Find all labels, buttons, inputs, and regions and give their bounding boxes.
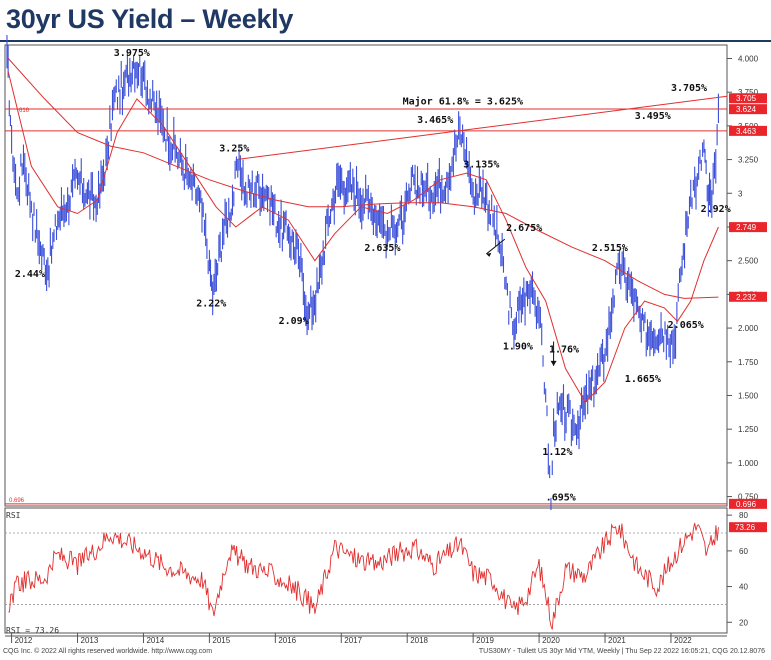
y-tick-label: 3.750 xyxy=(738,88,759,97)
price-tag-bg xyxy=(729,498,767,509)
rsi-value-prefix: RSI = xyxy=(6,626,31,635)
x-tick-label: 2022 xyxy=(674,636,692,645)
y-tick-label: 4.000 xyxy=(738,54,759,63)
price-annotation: 1.12% xyxy=(542,447,572,458)
y-tick-label: 1.500 xyxy=(738,391,759,400)
price-annotation: 3.465% xyxy=(417,115,453,126)
price-annotation: 1.76% xyxy=(549,344,579,355)
price-annotation: 2.635% xyxy=(364,243,400,254)
annotation-arrowhead xyxy=(550,360,557,366)
price-annotation: .695% xyxy=(546,493,576,504)
rsi-y-tick-label: 80 xyxy=(739,511,748,520)
y-tick-label: 3.250 xyxy=(738,156,759,165)
y-tick-label: 1.250 xyxy=(738,425,759,434)
rsi-value-number: 73.26 xyxy=(34,626,60,635)
price-annotation: 1.665% xyxy=(625,374,661,385)
x-tick-label: 2021 xyxy=(608,636,626,645)
price-tag-text: 3.463 xyxy=(736,127,757,136)
price-tag-bg xyxy=(729,125,767,136)
rsi-line xyxy=(8,522,719,630)
rsi-pane-border xyxy=(4,507,728,634)
rsi-y-tick-label: 60 xyxy=(739,547,748,556)
x-tick-label: 2017 xyxy=(344,636,362,645)
annotation-arrowhead xyxy=(486,252,492,257)
rsi-y-tick-label: 20 xyxy=(739,618,748,627)
price-tag-text: 2.232 xyxy=(736,293,757,302)
left-tag-fib: 616 xyxy=(19,108,30,114)
price-annotation: 2.675% xyxy=(506,223,542,234)
price-tag-text: 2.749 xyxy=(736,223,757,232)
price-tag-bg xyxy=(729,104,767,115)
x-tick-label: 2014 xyxy=(146,636,164,645)
footer-copyright: CQG Inc. © 2022 All rights reserved worl… xyxy=(3,648,213,655)
price-annotation: 3.25% xyxy=(219,143,249,154)
rsi-tag-text: 73.26 xyxy=(735,523,756,532)
price-annotation: 3.705% xyxy=(671,83,707,94)
price-tag-text: 3.705 xyxy=(736,94,757,103)
price-annotation: 1.90% xyxy=(503,342,533,353)
rsi-current-value: RSI = 73.26 xyxy=(6,626,59,635)
price-annotation: Major 61.8% = 3.625% xyxy=(403,95,523,107)
rsi-tag-bg xyxy=(729,522,767,533)
price-tag-text: 0.696 xyxy=(736,500,757,509)
x-tick-label: 2016 xyxy=(278,636,296,645)
annotation-arrow xyxy=(486,238,506,255)
rsi-y-tick-label: 40 xyxy=(739,583,748,592)
title-rule xyxy=(0,40,771,42)
y-tick-label: 0.750 xyxy=(738,493,759,502)
y-tick-label: 3 xyxy=(738,189,743,198)
y-tick-label: 2.000 xyxy=(738,324,759,333)
y-tick-label: 2.500 xyxy=(738,257,759,266)
footer-source: TUS30MY - Tullett US 30yr Mid YTM, Weekl… xyxy=(478,648,765,655)
x-tick-label: 2015 xyxy=(212,636,230,645)
y-tick-label: 1.750 xyxy=(738,358,759,367)
x-tick-label: 2018 xyxy=(410,636,428,645)
y-tick-label: 1.000 xyxy=(738,459,759,468)
price-tag-text: 3.624 xyxy=(736,105,757,114)
price-annotation: 2.515% xyxy=(592,243,628,254)
x-tick-label: 2012 xyxy=(15,636,33,645)
price-annotation: 2.44% xyxy=(15,269,45,280)
x-tick-label: 2013 xyxy=(81,636,99,645)
moving-average-slow xyxy=(7,58,719,299)
price-pane-border xyxy=(4,44,728,507)
x-tick-label: 2020 xyxy=(542,636,560,645)
price-annotation: 2.09% xyxy=(279,316,309,327)
price-tag-bg xyxy=(729,222,767,233)
chart-title: 30yr US Yield – Weekly xyxy=(6,4,294,34)
trendline xyxy=(235,95,728,161)
price-annotation: 3.975% xyxy=(114,48,150,59)
left-tag-low: 0.696 xyxy=(9,498,25,504)
x-tick-label: 2019 xyxy=(476,636,494,645)
price-annotation: 2.065% xyxy=(668,320,704,331)
price-annotation: 2.22% xyxy=(196,299,226,310)
moving-average-fast xyxy=(7,71,719,404)
price-annotation: 3.135% xyxy=(463,160,499,171)
price-annotation: 2.92% xyxy=(701,204,731,215)
price-tag-bg xyxy=(729,291,767,302)
price-annotation: 3.495% xyxy=(635,111,671,122)
rsi-label: RSI xyxy=(6,511,21,520)
price-tag-bg xyxy=(729,93,767,104)
